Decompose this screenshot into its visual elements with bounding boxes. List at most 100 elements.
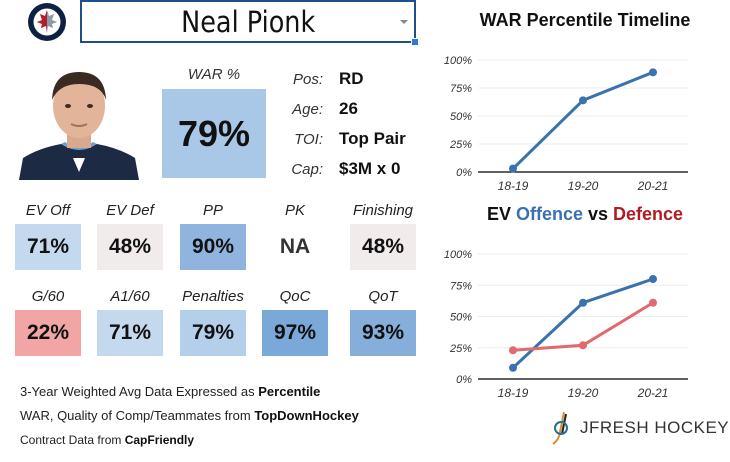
stat-value: NA bbox=[262, 224, 328, 270]
y-tick-label: 100% bbox=[444, 55, 472, 67]
y-tick-label: 0% bbox=[456, 374, 472, 386]
player-photo bbox=[19, 62, 139, 180]
x-tick-label: 19-20 bbox=[568, 386, 599, 400]
stat-value: 71% bbox=[15, 224, 81, 270]
data-point-offence bbox=[649, 275, 657, 283]
stat-label: Penalties bbox=[182, 288, 244, 305]
note-text: WAR, Quality of Comp/Teammates from bbox=[20, 408, 255, 423]
x-tick-label: 18-19 bbox=[498, 179, 529, 193]
war-timeline-chart: 0% 25% 50% 75% 100% 18-19 19-20 20-21 bbox=[444, 55, 688, 193]
x-tick-label: 18-19 bbox=[498, 386, 529, 400]
stat-label: Finishing bbox=[352, 202, 414, 219]
info-key: Age: bbox=[292, 100, 323, 118]
stat-tile: QoC 97% bbox=[262, 288, 328, 356]
data-point-offence bbox=[509, 363, 517, 372]
stat-value: 71% bbox=[97, 310, 163, 356]
series-line-offence bbox=[511, 277, 654, 369]
note-text: Contract Data from bbox=[20, 433, 125, 447]
title-part-ev: EV bbox=[486, 204, 516, 224]
stat-tile: PP 90% bbox=[180, 202, 246, 270]
y-tick-label: 75% bbox=[450, 83, 472, 95]
stat-tile: EV Off 71% bbox=[15, 202, 81, 270]
data-point-defence bbox=[509, 346, 517, 355]
info-key: Cap: bbox=[291, 160, 323, 178]
data-point-war bbox=[649, 68, 657, 77]
note-line-1: 3-Year Weighted Avg Data Expressed as Pe… bbox=[20, 380, 359, 404]
data-point-defence bbox=[649, 298, 657, 307]
series-line-war bbox=[511, 70, 654, 170]
note-text: 3-Year Weighted Avg Data Expressed as bbox=[20, 384, 259, 399]
note-bold: Percentile bbox=[258, 384, 321, 399]
title-part-defence: Defence bbox=[613, 204, 684, 224]
note-bold: TopDownHockey bbox=[254, 408, 359, 423]
stat-label: G/60 bbox=[31, 288, 65, 305]
stat-value: 97% bbox=[262, 310, 328, 356]
data-point-offence bbox=[579, 298, 587, 307]
footnotes: 3-Year Weighted Avg Data Expressed as Pe… bbox=[20, 380, 359, 452]
stat-label: PP bbox=[202, 202, 223, 219]
brand-label: JFRESH HOCKEY bbox=[580, 418, 730, 437]
stat-tile: Penalties 79% bbox=[180, 288, 246, 356]
y-tick-label: 100% bbox=[444, 249, 472, 261]
note-bold: CapFriendly bbox=[124, 433, 195, 447]
info-row-toi: TOI: Top Pair bbox=[285, 124, 435, 154]
info-row-pos: Pos: RD bbox=[285, 64, 435, 94]
stat-value: 48% bbox=[97, 224, 163, 270]
stat-label: PK bbox=[284, 202, 305, 219]
info-value: RD bbox=[339, 69, 364, 88]
stat-label: QoT bbox=[368, 288, 398, 305]
stat-tile: QoT 93% bbox=[350, 288, 416, 356]
info-value: $3M x 0 bbox=[339, 159, 401, 178]
info-key: Pos: bbox=[292, 70, 323, 88]
stat-value: 79% bbox=[180, 310, 246, 356]
chevron-down-icon[interactable] bbox=[400, 20, 408, 24]
ev-chart-title: EV Offence vs Defence bbox=[440, 204, 730, 225]
war-label: WAR % bbox=[187, 66, 241, 83]
stat-value: 93% bbox=[350, 310, 416, 356]
stat-value: 48% bbox=[350, 224, 416, 270]
y-tick-label: 50% bbox=[450, 312, 472, 324]
y-tick-label: 25% bbox=[449, 139, 472, 151]
stat-tile: G/60 22% bbox=[15, 288, 81, 356]
stat-label: QoC bbox=[279, 288, 311, 305]
team-logo bbox=[27, 2, 67, 42]
x-tick-label: 19-20 bbox=[568, 179, 599, 193]
player-headshot-icon bbox=[19, 72, 139, 180]
info-row-age: Age: 26 bbox=[285, 94, 435, 124]
player-select[interactable]: Neal Pionk bbox=[80, 0, 419, 46]
y-tick-label: 25% bbox=[449, 343, 472, 355]
stat-tile: PK NA bbox=[262, 202, 328, 270]
data-point-war bbox=[509, 164, 517, 173]
stat-tile: A1/60 71% bbox=[97, 288, 163, 356]
jfresh-hockey-logo-icon bbox=[552, 411, 568, 445]
resize-handle[interactable] bbox=[411, 38, 419, 46]
player-info: Pos: RD Age: 26 TOI: Top Pair Cap: $3M x 0 bbox=[285, 64, 435, 184]
note-line-2: WAR, Quality of Comp/Teammates from TopD… bbox=[20, 404, 359, 428]
info-value: Top Pair bbox=[339, 129, 406, 148]
data-point-defence bbox=[579, 341, 587, 350]
note-line-3: Contract Data from CapFriendly bbox=[20, 428, 359, 452]
x-tick-label: 20-21 bbox=[637, 386, 669, 400]
jets-logo-icon bbox=[28, 3, 66, 41]
info-key: TOI: bbox=[294, 130, 323, 148]
war-timeline-title: WAR Percentile Timeline bbox=[479, 10, 691, 30]
y-tick-label: 0% bbox=[456, 167, 472, 179]
player-name: Neal Pionk bbox=[180, 4, 316, 39]
y-tick-label: 75% bbox=[450, 280, 472, 292]
x-tick-label: 20-21 bbox=[637, 179, 669, 193]
stat-value: 22% bbox=[15, 310, 81, 356]
stat-label: EV Def bbox=[106, 202, 154, 219]
data-point-war bbox=[579, 96, 587, 105]
title-part-vs: vs bbox=[582, 204, 614, 224]
stat-label: EV Off bbox=[25, 202, 71, 219]
y-tick-label: 50% bbox=[450, 111, 472, 123]
title-part-offence: Offence bbox=[515, 204, 583, 224]
brand: JFRESH HOCKEY bbox=[550, 410, 729, 446]
stat-tile: EV Def 48% bbox=[97, 202, 163, 270]
stat-label: A1/60 bbox=[110, 288, 150, 305]
info-row-cap: Cap: $3M x 0 bbox=[285, 154, 435, 184]
info-value: 26 bbox=[339, 99, 358, 118]
war-value: 79% bbox=[162, 89, 266, 178]
stat-value: 90% bbox=[180, 224, 246, 270]
stat-tile: Finishing 48% bbox=[350, 202, 416, 270]
